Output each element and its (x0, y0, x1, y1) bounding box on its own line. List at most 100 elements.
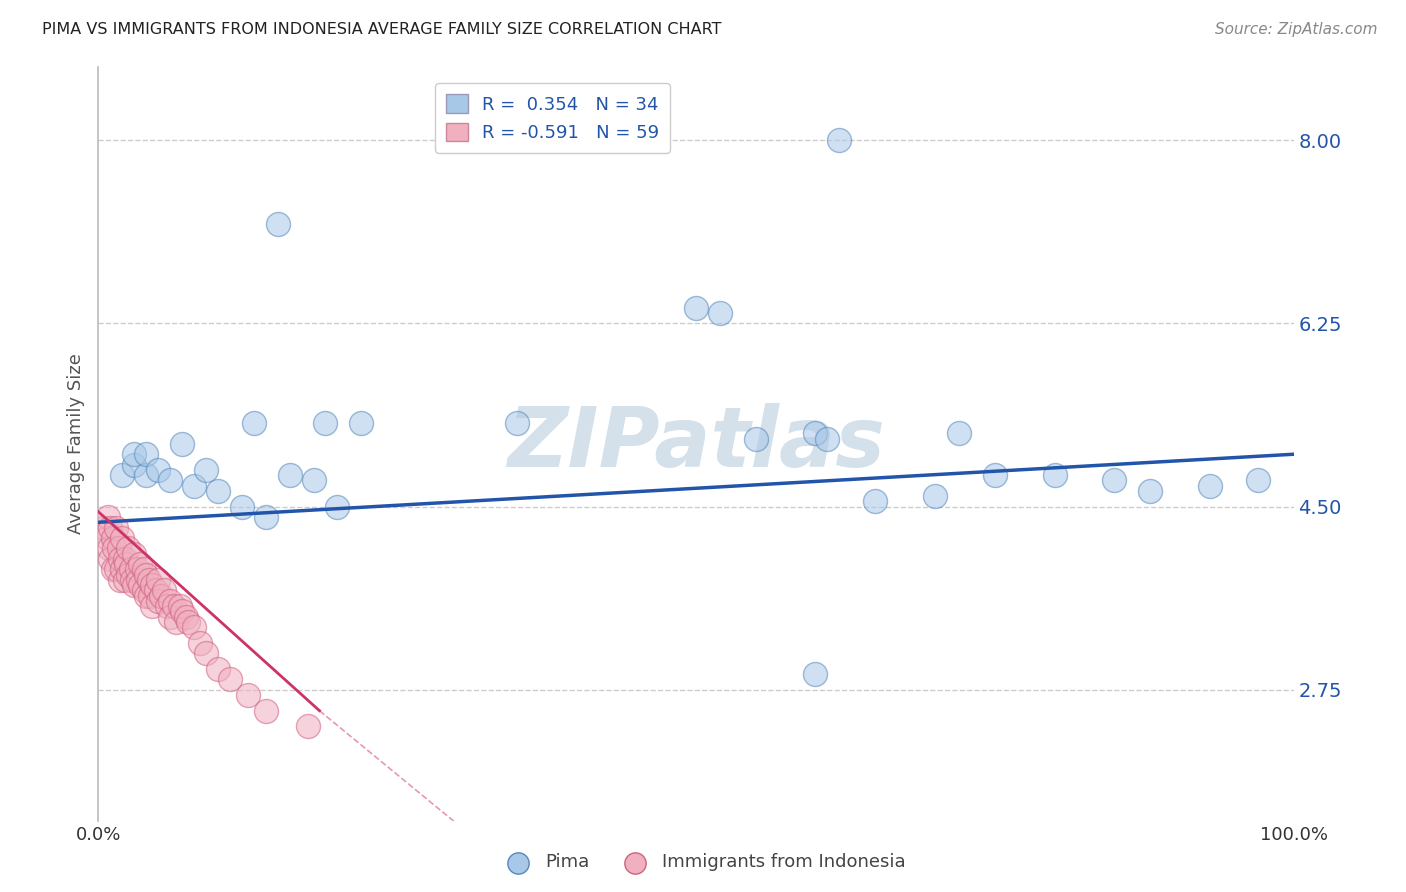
Point (124, 447, 146, 461)
Point (114, 552, 136, 566)
Point (117, 541, 139, 556)
Point (165, 615, 187, 629)
Point (129, 578, 152, 592)
Point (120, 562, 142, 576)
Point (108, 552, 131, 566)
Point (125, 562, 148, 576)
Point (195, 463, 218, 477)
Point (159, 594, 181, 608)
Point (129, 557, 152, 571)
Point (984, 468, 1007, 483)
Point (1247, 474, 1270, 488)
Point (132, 583, 155, 598)
Point (350, 416, 373, 430)
Point (155, 599, 177, 613)
Point (745, 432, 768, 446)
Legend: Pima, Immigrants from Indonesia: Pima, Immigrants from Indonesia (494, 847, 912, 879)
Point (172, 604, 194, 618)
Point (141, 599, 163, 613)
Point (174, 609, 197, 624)
Point (148, 573, 170, 587)
Point (267, 217, 290, 231)
Point (96, 531, 118, 545)
Point (135, 567, 157, 582)
Point (685, 301, 707, 315)
Point (865, 494, 887, 508)
Point (1139, 483, 1161, 498)
Point (172, 436, 194, 450)
Point (135, 447, 157, 461)
Point (115, 557, 138, 571)
Y-axis label: Average Family Size: Average Family Size (66, 353, 84, 534)
Text: Source: ZipAtlas.com: Source: ZipAtlas.com (1215, 22, 1378, 37)
Point (207, 483, 229, 498)
Point (98, 541, 121, 556)
Point (105, 562, 128, 576)
Point (159, 609, 181, 624)
Point (148, 463, 170, 477)
Point (132, 562, 155, 576)
Point (98, 552, 122, 566)
Point (506, 416, 529, 430)
Point (111, 531, 134, 545)
Point (1199, 478, 1222, 492)
Point (315, 416, 337, 430)
Point (243, 416, 266, 430)
Point (177, 615, 200, 629)
Point (121, 573, 143, 587)
Point (828, 133, 851, 147)
Point (815, 432, 838, 446)
Point (804, 426, 827, 441)
Point (135, 589, 157, 603)
Point (117, 567, 139, 582)
Point (145, 583, 167, 598)
Point (107, 541, 129, 556)
Point (93, 520, 115, 534)
Point (101, 562, 124, 576)
Point (141, 578, 163, 592)
Point (153, 583, 176, 598)
Point (302, 474, 325, 488)
Point (709, 306, 731, 320)
Point (804, 667, 827, 681)
Point (124, 458, 146, 472)
Text: PIMA VS IMMIGRANTS FROM INDONESIA AVERAGE FAMILY SIZE CORRELATION CHART: PIMA VS IMMIGRANTS FROM INDONESIA AVERAG… (42, 22, 721, 37)
Point (183, 620, 205, 634)
Point (236, 688, 259, 702)
Point (124, 578, 146, 592)
Point (139, 589, 162, 603)
Point (111, 468, 134, 483)
Point (297, 719, 319, 733)
Point (111, 562, 134, 576)
Point (101, 531, 124, 545)
Point (1104, 474, 1126, 488)
Point (135, 468, 157, 483)
Point (231, 500, 253, 514)
Point (948, 426, 970, 441)
Point (163, 599, 186, 613)
Point (207, 662, 229, 676)
Point (108, 573, 131, 587)
Point (149, 589, 172, 603)
Point (114, 573, 136, 587)
Point (169, 599, 191, 613)
Point (105, 520, 128, 534)
Point (195, 646, 218, 660)
Point (138, 573, 160, 587)
Point (278, 468, 301, 483)
Point (148, 594, 170, 608)
Point (1043, 468, 1066, 483)
Point (326, 500, 349, 514)
Legend: R =  0.354   N = 34, R = -0.591   N = 59: R = 0.354 N = 34, R = -0.591 N = 59 (434, 84, 671, 153)
Point (103, 541, 125, 556)
Point (183, 478, 205, 492)
Point (924, 489, 946, 503)
Point (188, 635, 211, 649)
Text: ZIPatlas: ZIPatlas (508, 403, 884, 484)
Point (98, 520, 122, 534)
Point (127, 573, 149, 587)
Point (219, 673, 242, 687)
Point (159, 474, 181, 488)
Point (124, 547, 146, 561)
Point (254, 510, 277, 524)
